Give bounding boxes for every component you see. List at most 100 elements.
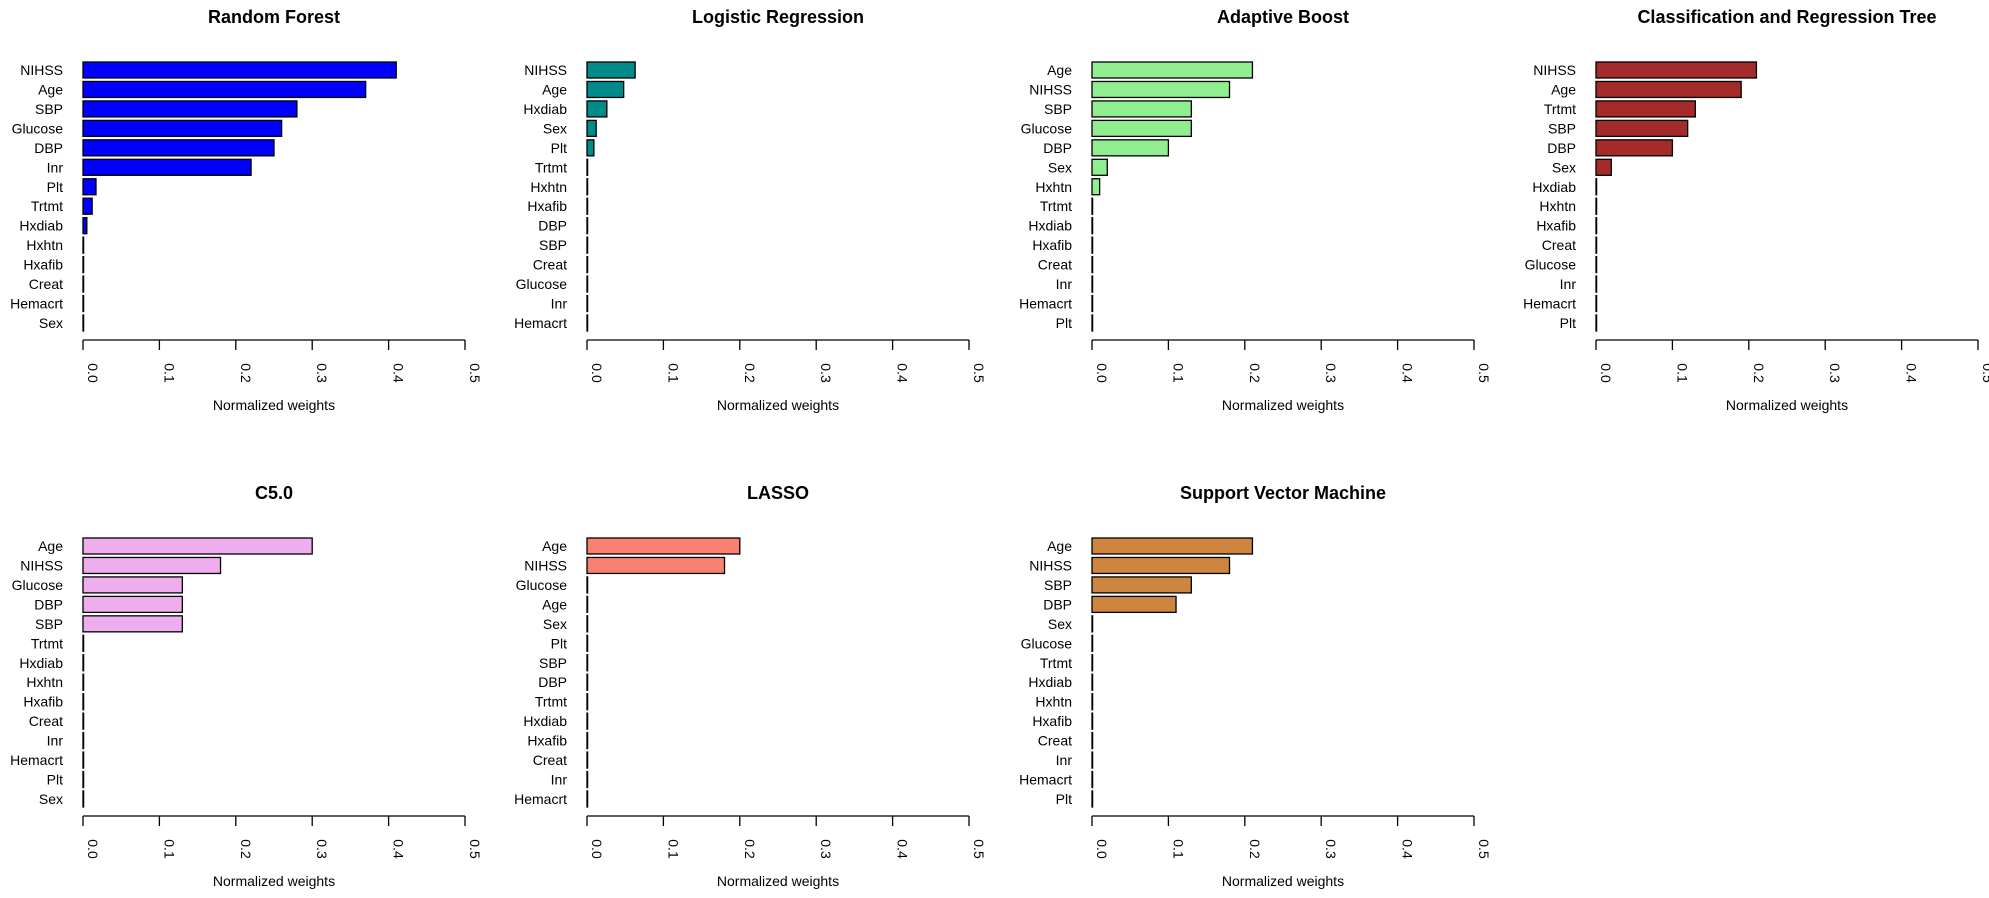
category-label: Hxafib — [527, 733, 567, 749]
x-tick-label: 0.2 — [1247, 363, 1263, 383]
category-label: Hxhtn — [1035, 179, 1072, 195]
category-label: Inr — [1560, 276, 1577, 292]
bar — [82, 197, 93, 215]
bar — [1595, 217, 1598, 235]
category-label: Hxdiab — [19, 655, 63, 671]
category-label: Hxdiab — [19, 218, 63, 234]
bar — [1595, 158, 1612, 176]
category-label: Hxhtn — [530, 179, 567, 195]
x-tick-label: 0.3 — [818, 363, 834, 383]
bar — [1091, 673, 1094, 691]
bar — [1595, 119, 1689, 138]
bar — [1091, 615, 1094, 633]
bar — [1091, 693, 1094, 711]
bar — [1595, 275, 1598, 293]
bar — [82, 100, 298, 118]
category-label: Glucose — [1021, 635, 1073, 651]
chart-title: Logistic Regression — [692, 7, 864, 27]
bar — [82, 615, 183, 633]
bar — [1595, 255, 1598, 274]
category-label: Glucose — [516, 276, 568, 292]
x-tick-label: 0.4 — [1400, 363, 1416, 383]
x-tick-label: 0.0 — [1094, 363, 1110, 383]
x-tick-label: 0.5 — [971, 363, 987, 383]
x-tick-label: 0.3 — [818, 839, 834, 859]
bar — [1091, 100, 1192, 118]
bar — [586, 634, 589, 652]
bar — [586, 595, 589, 614]
x-tick-label: 0.2 — [742, 839, 758, 859]
category-label: Hemacrt — [1523, 296, 1576, 312]
category-label: Trtmt — [1544, 101, 1576, 117]
category-label: Glucose — [1525, 257, 1577, 273]
chart-title: Classification and Regression Tree — [1637, 7, 1936, 27]
category-label: Plt — [47, 179, 63, 195]
bar — [82, 217, 88, 235]
category-label: Hxafib — [23, 694, 63, 710]
x-tick-label: 0.5 — [1980, 363, 1989, 383]
category-label: Trtmt — [1040, 198, 1072, 214]
x-tick-label: 0.0 — [1094, 839, 1110, 859]
bar — [82, 673, 85, 691]
x-tick-label: 0.2 — [238, 839, 254, 859]
chart-panel: Adaptive Boost Age NIHSS SBP Glucose DBP Sex Hx… — [1019, 7, 1492, 413]
category-label: NIHSS — [20, 62, 63, 78]
x-tick-label: 0.5 — [467, 363, 483, 383]
bar — [1595, 80, 1742, 99]
x-axis-label: Normalized weights — [213, 873, 335, 889]
chart-panel: Support Vector Machine Age NIHSS SBP DBP Sex G… — [1019, 483, 1492, 889]
category-label: Plt — [1056, 791, 1072, 807]
x-tick-label: 0.2 — [1247, 839, 1263, 859]
chart-title: Support Vector Machine — [1180, 483, 1386, 503]
bar — [1091, 654, 1094, 672]
category-label: NIHSS — [20, 557, 63, 573]
bar — [586, 314, 589, 332]
category-label: NIHSS — [524, 62, 567, 78]
x-tick-label: 0.0 — [589, 363, 605, 383]
chart-panel: Random Forest NIHSS Age SBP Glucose DBP Inr Plt… — [10, 7, 483, 413]
bar — [1091, 731, 1094, 750]
category-label: Plt — [551, 140, 567, 156]
bar — [586, 119, 597, 138]
x-axis-label: Normalized weights — [213, 397, 335, 413]
category-label: Sex — [1552, 159, 1576, 175]
bar — [1595, 197, 1598, 215]
bar — [586, 255, 589, 274]
x-tick-label: 0.3 — [1827, 363, 1843, 383]
category-label: Hxafib — [23, 257, 63, 273]
category-label: Plt — [551, 635, 567, 651]
category-label: Glucose — [12, 577, 64, 593]
bar — [82, 275, 85, 293]
x-tick-label: 0.5 — [1476, 363, 1492, 383]
bar — [82, 139, 275, 157]
x-tick-label: 0.4 — [391, 839, 407, 859]
chart-title: Adaptive Boost — [1217, 7, 1349, 27]
x-tick-label: 0.1 — [665, 839, 681, 859]
bar — [1091, 314, 1094, 332]
bar — [586, 158, 589, 176]
x-tick-label: 0.2 — [1751, 363, 1767, 383]
bar — [586, 80, 625, 99]
bar — [1091, 537, 1254, 555]
category-label: Trtmt — [31, 635, 63, 651]
category-label: DBP — [1043, 140, 1072, 156]
bar — [586, 197, 589, 215]
bar — [1091, 178, 1101, 196]
bar — [82, 693, 85, 711]
bar — [1091, 80, 1231, 99]
x-tick-label: 0.1 — [1674, 363, 1690, 383]
bar — [1091, 634, 1094, 652]
category-label: Trtmt — [1040, 655, 1072, 671]
bar — [82, 790, 85, 808]
category-label: Trtmt — [31, 198, 63, 214]
category-label: Creat — [1038, 733, 1072, 749]
bar — [82, 751, 85, 769]
category-label: NIHSS — [1029, 81, 1072, 97]
bar — [1595, 294, 1598, 313]
x-tick-label: 0.4 — [1904, 363, 1920, 383]
category-label: Glucose — [12, 120, 64, 136]
category-label: NIHSS — [524, 557, 567, 573]
bar — [1091, 158, 1108, 176]
chart-panel: Classification and Regression Tree NIHSS A… — [1523, 7, 1989, 413]
category-label: Hemacrt — [10, 752, 63, 768]
